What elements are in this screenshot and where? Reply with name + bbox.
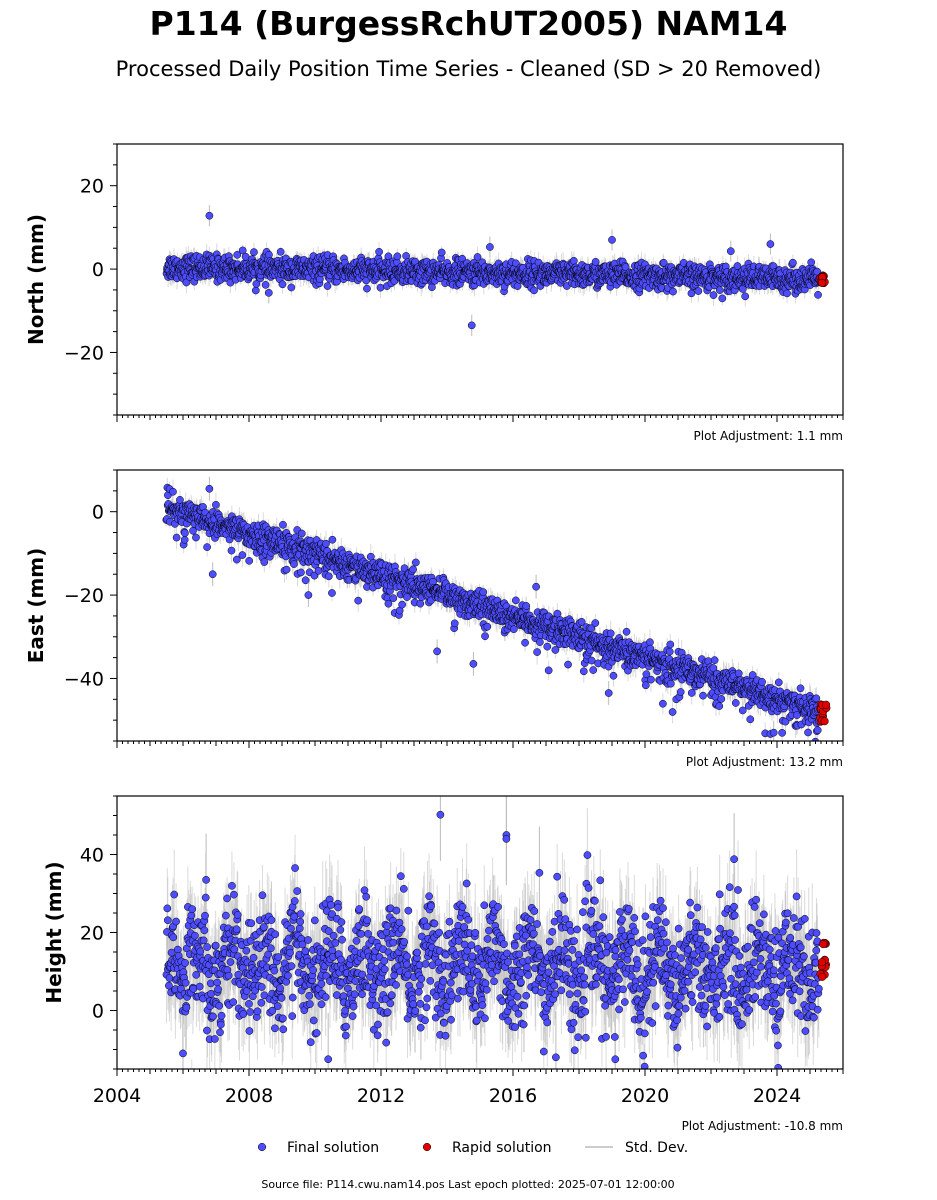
final-point bbox=[513, 282, 522, 290]
final-point bbox=[323, 282, 332, 290]
final-point bbox=[252, 280, 261, 288]
outlier-point bbox=[608, 236, 616, 244]
final-point bbox=[814, 291, 822, 299]
final-point bbox=[375, 247, 383, 256]
outlier-point bbox=[264, 288, 273, 297]
final-point bbox=[715, 286, 724, 294]
final-point bbox=[250, 248, 258, 256]
final-point bbox=[261, 281, 270, 289]
chart-title: P114 (BurgessRchUT2005) NAM14 bbox=[149, 4, 788, 43]
y-axis-label: North (mm) bbox=[24, 214, 48, 345]
y-ticks: −20 0 20 bbox=[64, 143, 117, 416]
final-point bbox=[233, 251, 242, 259]
outlier-point bbox=[205, 211, 214, 220]
final-point bbox=[473, 253, 482, 261]
final-point bbox=[530, 286, 538, 295]
final-point bbox=[376, 283, 385, 292]
plot-area bbox=[162, 205, 829, 336]
final-point bbox=[709, 291, 718, 299]
y-tick-label: 0 bbox=[92, 259, 104, 281]
final-point bbox=[813, 267, 822, 276]
outlier-point bbox=[467, 321, 476, 330]
final-point bbox=[741, 292, 750, 301]
final-point bbox=[669, 287, 677, 296]
final-point bbox=[428, 283, 436, 292]
chart-subtitle: Processed Daily Position Time Series - C… bbox=[115, 57, 822, 81]
final-point bbox=[241, 252, 250, 261]
y-tick-label: −20 bbox=[64, 342, 104, 364]
plot-adjustment-label: Plot Adjustment: 1.1 mm bbox=[694, 429, 843, 443]
rapid-solution-points bbox=[816, 271, 829, 288]
final-point bbox=[251, 286, 260, 295]
x-ticks bbox=[116, 415, 844, 422]
final-point bbox=[789, 258, 797, 267]
outlier-point bbox=[766, 240, 775, 248]
outlier-point bbox=[726, 247, 735, 255]
final-point bbox=[807, 258, 816, 267]
plot-area bbox=[162, 476, 831, 741]
final-point bbox=[276, 247, 285, 256]
final-solution-points bbox=[162, 211, 823, 330]
final-point bbox=[278, 280, 287, 289]
final-point bbox=[182, 278, 191, 287]
final-point bbox=[287, 283, 296, 292]
final-point bbox=[591, 257, 600, 266]
final-point bbox=[621, 263, 630, 271]
y-tick-label: 20 bbox=[80, 176, 104, 198]
final-point bbox=[687, 289, 696, 298]
final-point bbox=[783, 289, 791, 298]
rapid-point bbox=[818, 278, 827, 287]
outlier-point bbox=[486, 243, 494, 251]
final-point bbox=[238, 246, 247, 255]
final-point bbox=[363, 284, 371, 293]
final-point bbox=[393, 252, 402, 261]
final-point bbox=[718, 294, 727, 303]
final-point bbox=[694, 287, 703, 295]
final-point bbox=[437, 248, 446, 257]
final-point bbox=[569, 256, 578, 265]
panel-1: −20 0 20 North (mm) Plot Adjustment: 1.1 mm bbox=[24, 143, 844, 443]
